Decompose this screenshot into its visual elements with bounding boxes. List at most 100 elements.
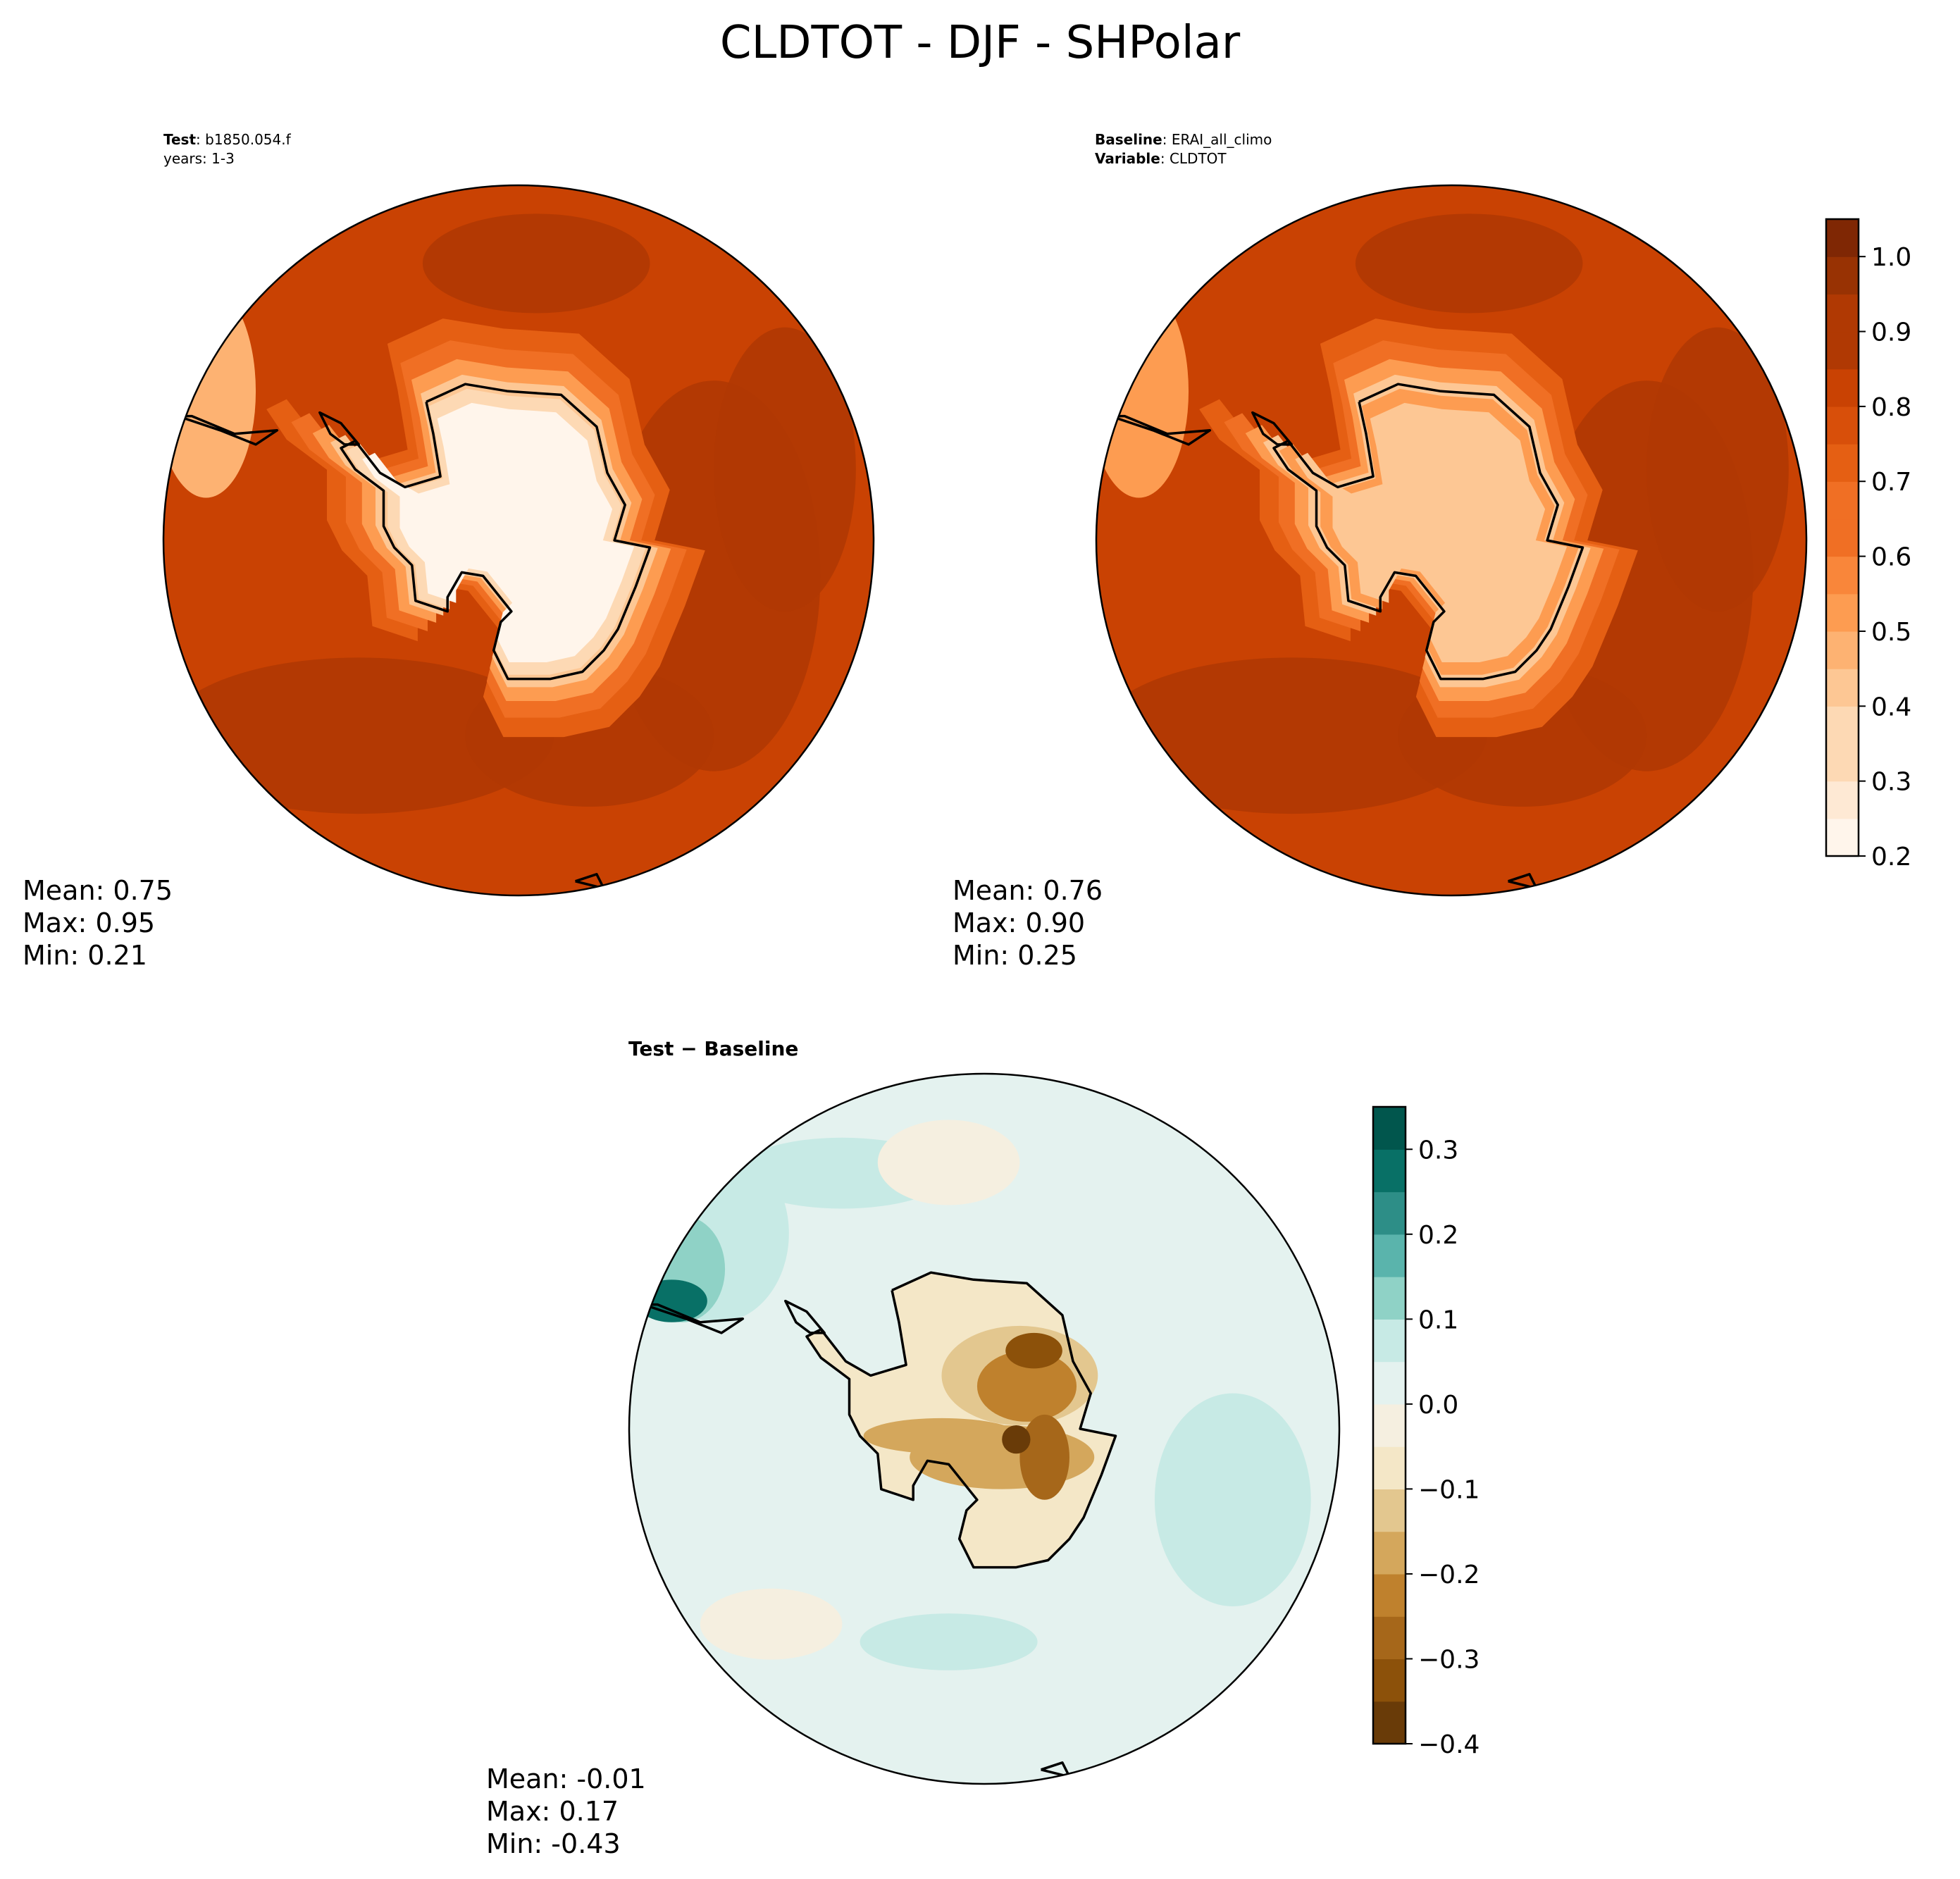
colorbar-segment bbox=[1826, 631, 1859, 669]
field-contour bbox=[863, 1418, 1020, 1454]
coastline-south-america bbox=[643, 1303, 745, 1334]
colorbar-segment bbox=[1373, 1277, 1406, 1320]
field-band bbox=[422, 213, 650, 314]
stat-max-difference: Max: 0.17 bbox=[486, 1796, 619, 1827]
colorbar-segment bbox=[1826, 294, 1859, 333]
polar-map-test bbox=[163, 185, 874, 895]
coastline-island bbox=[1041, 1761, 1071, 1778]
field-band bbox=[860, 1613, 1038, 1670]
colorbar-segment bbox=[1373, 1531, 1406, 1575]
coastline-island bbox=[575, 873, 605, 890]
stat-mean-difference: Mean: -0.01 bbox=[486, 1763, 646, 1794]
panel-baseline-title-line-1: Baseline: ERAI_all_climo bbox=[1095, 131, 1272, 148]
colorbar-segment bbox=[1826, 743, 1859, 782]
colorbar-tick-label: 1.0 bbox=[1871, 243, 1911, 272]
colorbar-segment bbox=[1373, 1573, 1406, 1617]
panel-test-title-line-1: Test: b1850.054.f bbox=[163, 131, 292, 148]
field-contour bbox=[362, 402, 635, 662]
coastline-south-america bbox=[1110, 414, 1212, 446]
colorbar-segment bbox=[1826, 444, 1859, 482]
stat-mean-test: Mean: 0.75 bbox=[23, 875, 173, 906]
panel-baseline-title-line-2: Variable: CLDTOT bbox=[1095, 150, 1227, 167]
field-band bbox=[877, 1120, 1020, 1205]
colorbar-segment bbox=[1826, 818, 1859, 857]
colorbar-tick-label: 0.3 bbox=[1871, 768, 1911, 797]
stat-min-test: Min: 0.21 bbox=[23, 940, 147, 971]
field-band bbox=[1355, 213, 1583, 314]
map-boundary-difference bbox=[628, 1072, 1341, 1785]
colorbar-segment bbox=[1826, 519, 1859, 557]
colorbar-tick-label: 0.6 bbox=[1871, 543, 1911, 572]
colorbar-segment bbox=[1373, 1446, 1406, 1489]
colorbar-segment bbox=[1826, 556, 1859, 595]
colorbar-tick-label: 0.3 bbox=[1418, 1136, 1458, 1165]
colorbar-segment bbox=[1373, 1319, 1406, 1363]
colorbar-segment bbox=[1826, 481, 1859, 520]
stat-min-baseline: Min: 0.25 bbox=[953, 940, 1077, 971]
colorbar-segment bbox=[1826, 669, 1859, 707]
field-contour bbox=[1005, 1332, 1062, 1369]
colorbar-segment bbox=[1826, 256, 1859, 294]
field-contour bbox=[976, 1351, 1077, 1422]
panel-baseline: Baseline: ERAI_all_climo Variable: CLDTO… bbox=[953, 131, 1911, 971]
colorbar-segment bbox=[1373, 1701, 1406, 1744]
coastline-peninsula bbox=[784, 1299, 826, 1334]
colorbar-tick-label: −0.2 bbox=[1418, 1561, 1480, 1589]
colorbar-segment bbox=[1373, 1149, 1406, 1193]
coastline-island bbox=[862, 429, 874, 442]
colorbar-frame bbox=[1372, 1105, 1407, 1745]
colorbar-segment bbox=[1373, 1107, 1406, 1150]
polar-map-baseline bbox=[1096, 185, 1806, 895]
colorbar-tick-label: 0.1 bbox=[1418, 1306, 1458, 1334]
colorbar-tick-label: 0.9 bbox=[1871, 318, 1911, 347]
coastline-south-america bbox=[177, 414, 279, 446]
coastline-island bbox=[1794, 429, 1806, 442]
map-boundary-test bbox=[162, 184, 875, 897]
stat-max-baseline: Max: 0.90 bbox=[953, 907, 1085, 938]
map-boundary-baseline bbox=[1095, 184, 1808, 897]
polar-map-difference bbox=[629, 1074, 1339, 1784]
colorbar-segment bbox=[1826, 331, 1859, 370]
colorbar-tick-label: 0.5 bbox=[1871, 618, 1911, 647]
figure-title: CLDTOT - DJF - SHPolar bbox=[720, 17, 1241, 69]
colorbar-segment bbox=[1826, 781, 1859, 819]
colorbar-segment bbox=[1373, 1191, 1406, 1235]
field-contour bbox=[1019, 1414, 1069, 1500]
colorbar-tick-label: 0.4 bbox=[1871, 693, 1911, 721]
colorbar-segment bbox=[1373, 1361, 1406, 1405]
field-band bbox=[1154, 1393, 1311, 1606]
field-band bbox=[700, 1588, 843, 1660]
panel-difference: Test − Baseline Mean: -0.01 Max: 0.17 Mi… bbox=[486, 1037, 1480, 1859]
stat-max-test: Max: 0.95 bbox=[23, 907, 155, 938]
colorbar-segment bbox=[1373, 1234, 1406, 1277]
colorbar-segment bbox=[1826, 706, 1859, 745]
colorbar-segment bbox=[1826, 219, 1859, 257]
field-contour bbox=[1295, 402, 1568, 662]
colorbar-segment bbox=[1373, 1658, 1406, 1702]
coastline-difference bbox=[643, 1271, 1339, 1778]
colorbar-tick-label: 0.7 bbox=[1871, 468, 1911, 497]
colorbar-cloud-fraction: 0.2 0.3 0.4 0.5 0.6 0.7 0.8 0.9 1.0 bbox=[1825, 218, 1911, 872]
field-band bbox=[1646, 327, 1789, 612]
panel-difference-title: Test − Baseline bbox=[628, 1037, 798, 1060]
colorbar-difference: 0.3 0.2 0.1 0.0 −0.1 −0.2 −0.3 −0.4 bbox=[1372, 1105, 1480, 1759]
colorbar-segment bbox=[1373, 1489, 1406, 1532]
stat-mean-baseline: Mean: 0.76 bbox=[953, 875, 1103, 906]
colorbar-segment bbox=[1826, 368, 1859, 407]
field-contour bbox=[1002, 1425, 1031, 1454]
colorbar-tick-label: −0.1 bbox=[1418, 1475, 1480, 1504]
coastline-peninsula bbox=[1251, 411, 1293, 446]
colorbar-segment bbox=[1373, 1403, 1406, 1447]
panel-test-title-line-2: years: 1-3 bbox=[163, 150, 235, 167]
colorbar-tick-label: −0.4 bbox=[1418, 1730, 1480, 1759]
colorbar-tick-label: −0.3 bbox=[1418, 1645, 1480, 1674]
stat-min-difference: Min: -0.43 bbox=[486, 1828, 621, 1859]
colorbar-frame bbox=[1825, 218, 1860, 857]
colorbar-tick-label: 0.2 bbox=[1871, 843, 1911, 872]
colorbar-segment bbox=[1826, 593, 1859, 632]
coastline-peninsula bbox=[318, 411, 360, 446]
colorbar-segment bbox=[1373, 1616, 1406, 1660]
colorbar-segment bbox=[1826, 406, 1859, 445]
coastline-island bbox=[1327, 1317, 1339, 1331]
